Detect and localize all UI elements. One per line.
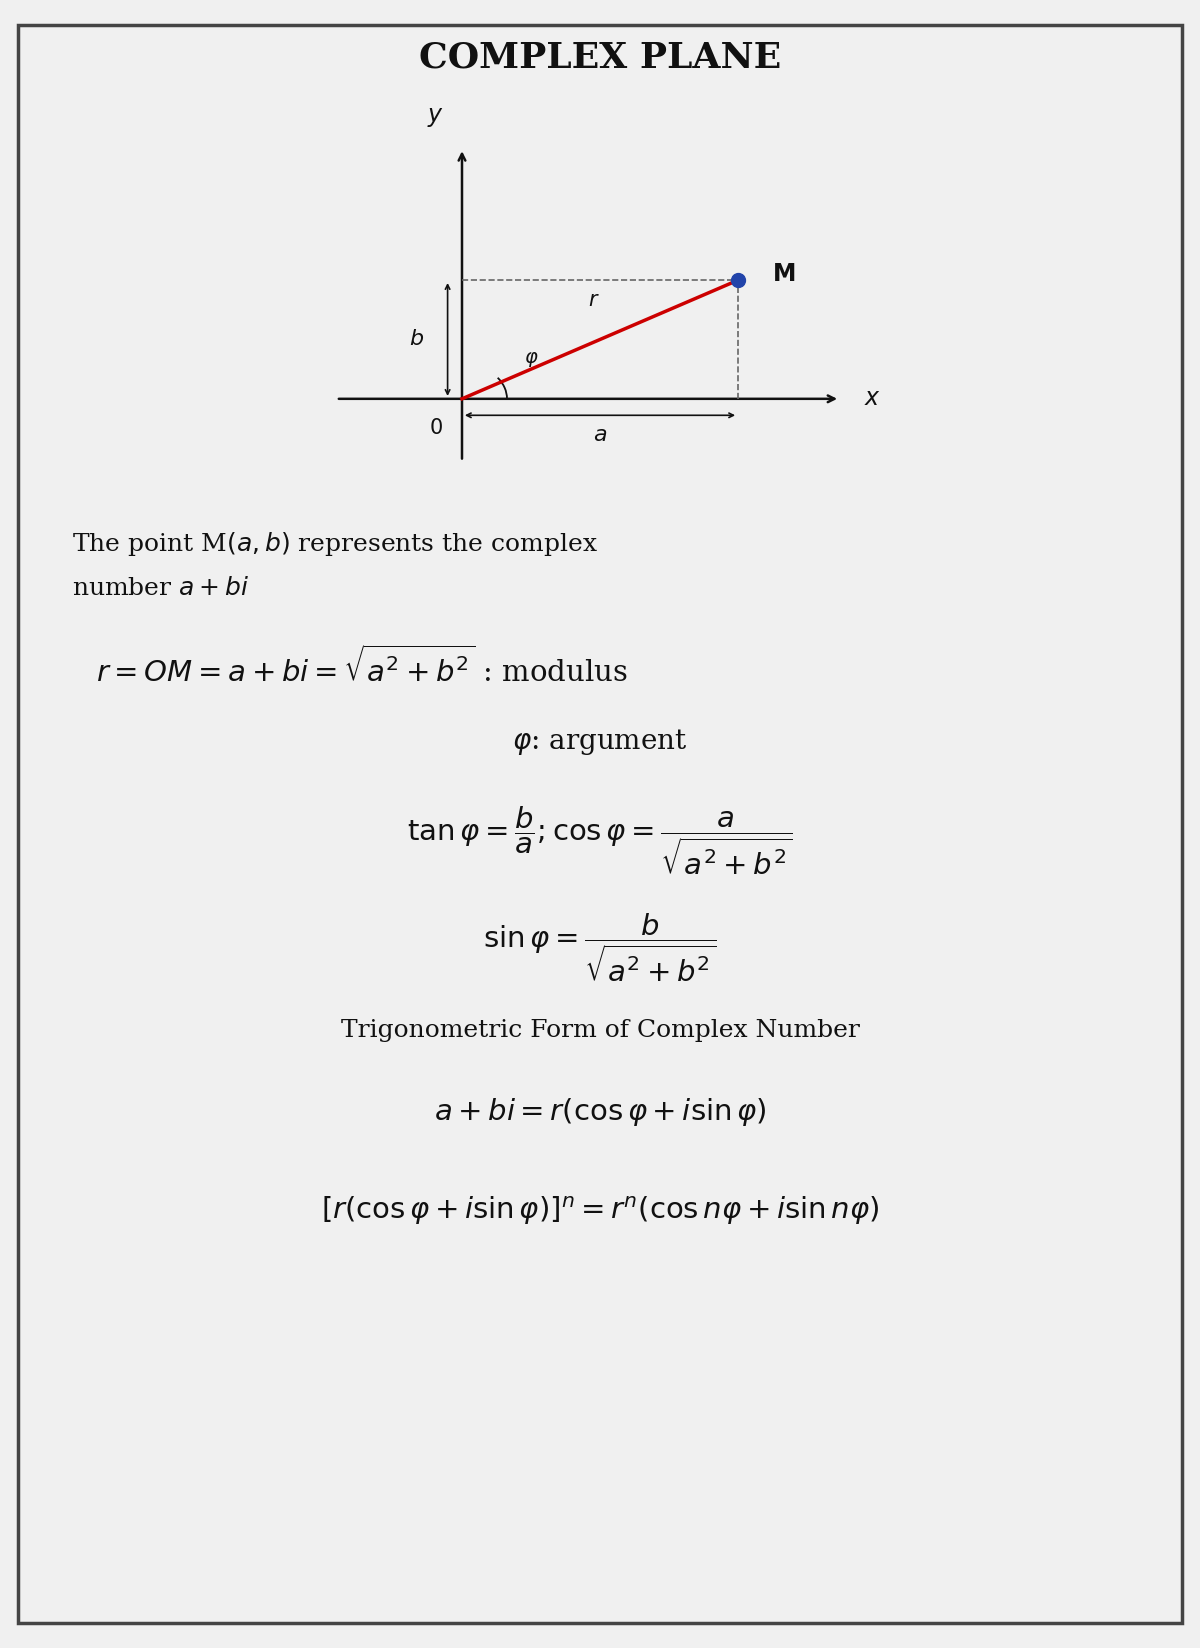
Text: $a + bi = r(\cos\varphi + i\sin\varphi)$: $a + bi = r(\cos\varphi + i\sin\varphi)$	[433, 1096, 767, 1129]
Text: $b$: $b$	[409, 328, 424, 351]
Text: $x$: $x$	[864, 387, 881, 410]
Text: $r$: $r$	[588, 290, 600, 310]
Text: $0$: $0$	[428, 419, 443, 438]
Text: $\varphi$: argument: $\varphi$: argument	[512, 727, 688, 756]
Text: $[r(\cos\varphi + i\sin\varphi)]^n = r^n(\cos n\varphi + i\sin n\varphi)$: $[r(\cos\varphi + i\sin\varphi)]^n = r^n…	[320, 1195, 880, 1228]
Text: The point M$(a,b)$ represents the complex: The point M$(a,b)$ represents the comple…	[72, 531, 598, 557]
Text: $\mathbf{M}$: $\mathbf{M}$	[772, 262, 794, 285]
Text: $a$: $a$	[593, 424, 607, 447]
Text: Trigonometric Form of Complex Number: Trigonometric Form of Complex Number	[341, 1018, 859, 1042]
Text: $\tan\varphi = \dfrac{b}{a};\cos\varphi = \dfrac{a}{\sqrt{a^2+b^2}}$: $\tan\varphi = \dfrac{b}{a};\cos\varphi …	[407, 804, 793, 877]
Text: $\varphi$: $\varphi$	[524, 349, 539, 369]
Text: $y$: $y$	[427, 105, 444, 129]
Text: $\sin\varphi = \dfrac{b}{\sqrt{a^2+b^2}}$: $\sin\varphi = \dfrac{b}{\sqrt{a^2+b^2}}…	[484, 911, 716, 984]
Text: COMPLEX PLANE: COMPLEX PLANE	[419, 41, 781, 74]
Text: number $a+bi$: number $a+bi$	[72, 577, 250, 600]
Text: $r = OM = a + bi = \sqrt{a^2 + b^2}$ : modulus: $r = OM = a + bi = \sqrt{a^2 + b^2}$ : m…	[96, 646, 628, 689]
